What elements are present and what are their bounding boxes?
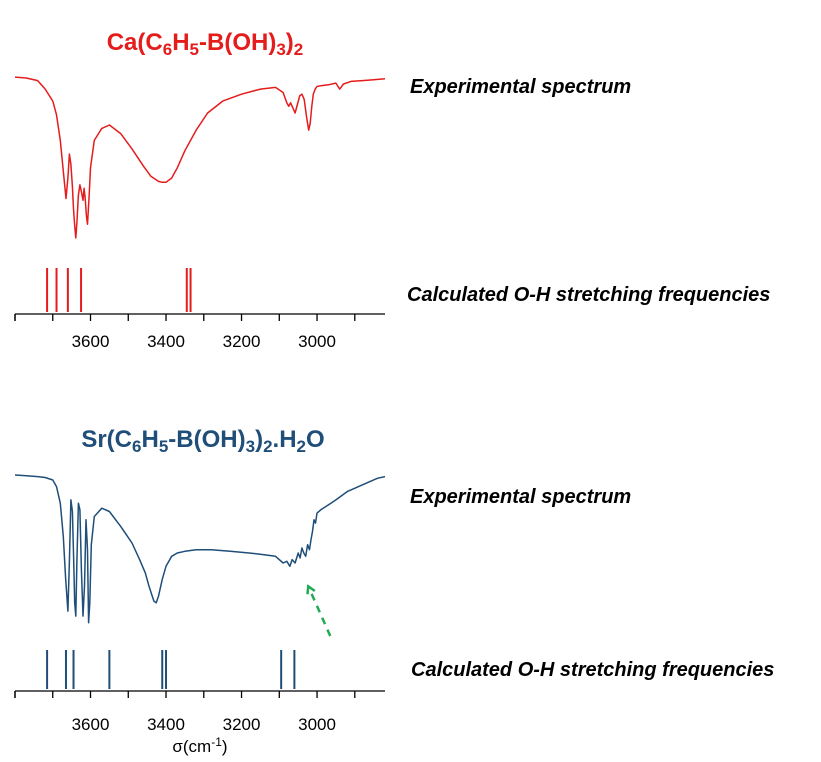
panel-bottom-annotation-arrow [309,589,332,637]
panel-bottom-tick-label: 3600 [72,715,110,734]
panel-top: Ca(C6H5-B(OH)3)2 Experimental spectrum C… [14,29,770,351]
panel-top-calculated-label: Calculated O-H stretching frequencies [407,284,770,306]
panel-bottom-experimental-spectrum [14,474,386,624]
panel-top-x-axis: 3600 3400 3200 3000 [14,313,385,351]
panel-bottom-tick-label: 3000 [298,715,336,734]
panel-top-experimental-spectrum [14,76,386,239]
panel-bottom-title: Sr(C6H5-B(OH)3)2.H2O [81,426,324,456]
panel-top-tick-label: 3000 [298,332,336,351]
panel-bottom-experimental-label: Experimental spectrum [410,486,631,508]
panel-bottom-tick-label: 3200 [223,715,261,734]
panel-bottom-tick-label: 3400 [147,715,185,734]
panel-top-tick-label: 3400 [147,332,185,351]
panel-bottom-calculated-label: Calculated O-H stretching frequencies [411,659,774,681]
panel-bottom: Sr(C6H5-B(OH)3)2.H2O Experimental spectr… [14,426,774,756]
panel-bottom-spectrum-line [14,474,386,624]
panel-bottom-x-axis: 3600 3400 3200 3000 [14,690,385,734]
panel-bottom-x-axis-title: σ(cm-1) [172,735,227,756]
panel-top-title: Ca(C6H5-B(OH)3)2 [107,29,304,59]
panel-top-calculated-lines [46,268,192,312]
panel-top-experimental-label: Experimental spectrum [410,76,631,98]
panel-bottom-calculated-lines [46,650,296,689]
panel-top-spectrum-line [14,76,386,239]
panel-top-tick-label: 3600 [72,332,110,351]
panel-top-tick-label: 3200 [223,332,261,351]
